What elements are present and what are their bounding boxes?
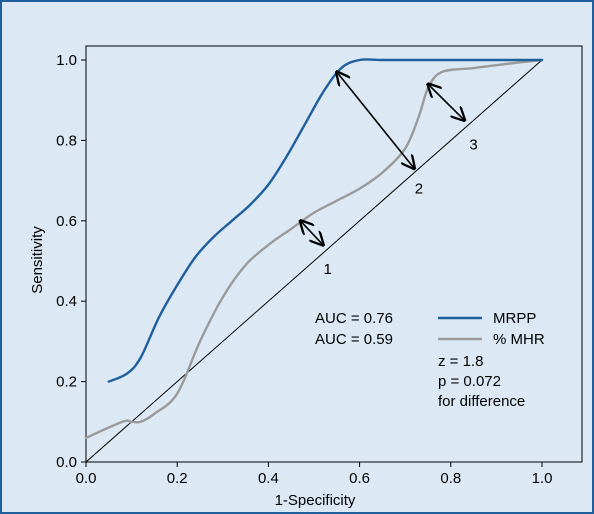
legend: AUC = 0.76 MRPP AUC = 0.59 % MHR z = 1.8 p = … xyxy=(315,310,545,410)
stats-line-3: for difference xyxy=(438,393,525,410)
annotation-label-1: 1 xyxy=(324,261,332,278)
reference-diagonal-line xyxy=(85,59,543,463)
y-tick-label-4: 0.8 xyxy=(56,132,77,149)
x-tick-label-4: 0.8 xyxy=(440,470,461,487)
y-axis-label: Sensitivity xyxy=(29,226,46,294)
plot-area xyxy=(85,45,583,463)
annotation-arrow-1 xyxy=(300,221,323,245)
y-tick-label-5: 1.0 xyxy=(56,52,77,69)
annotation-arrow-3 xyxy=(428,84,464,120)
y-tick-label-1: 0.2 xyxy=(56,374,77,391)
legend-label-2: % MHR xyxy=(493,331,545,348)
series-line-mrpp xyxy=(107,58,544,383)
stats-line-1: z = 1.8 xyxy=(438,353,483,370)
legend-label-1: MRPP xyxy=(493,310,536,327)
y-tick-label-2: 0.4 xyxy=(56,293,77,310)
x-tick-label-5: 1.0 xyxy=(532,470,553,487)
annotation-arrow-2 xyxy=(337,72,415,168)
x-tick-label-3: 0.6 xyxy=(349,470,370,487)
annotation-label-2: 2 xyxy=(415,181,423,198)
x-tick-label-2: 0.4 xyxy=(258,470,279,487)
legend-auc-2: AUC = 0.59 xyxy=(315,331,393,348)
axes: 0.0 0.2 0.4 0.6 0.8 1.0 0.0 0.2 0.4 0.6 0.8 1.0 xyxy=(56,52,552,487)
x-tick-label-1: 0.2 xyxy=(167,470,188,487)
y-tick-label-0: 0.0 xyxy=(56,454,77,471)
x-tick-label-0: 0.0 xyxy=(76,470,97,487)
x-axis-label: 1-Specificity xyxy=(275,492,356,509)
annotation-label-3: 3 xyxy=(469,136,477,153)
y-tick-label-3: 0.6 xyxy=(56,213,77,230)
legend-auc-1: AUC = 0.76 xyxy=(315,310,393,327)
annotations: 1 2 3 xyxy=(300,72,478,278)
stats-line-2: p = 0.072 xyxy=(438,373,501,390)
